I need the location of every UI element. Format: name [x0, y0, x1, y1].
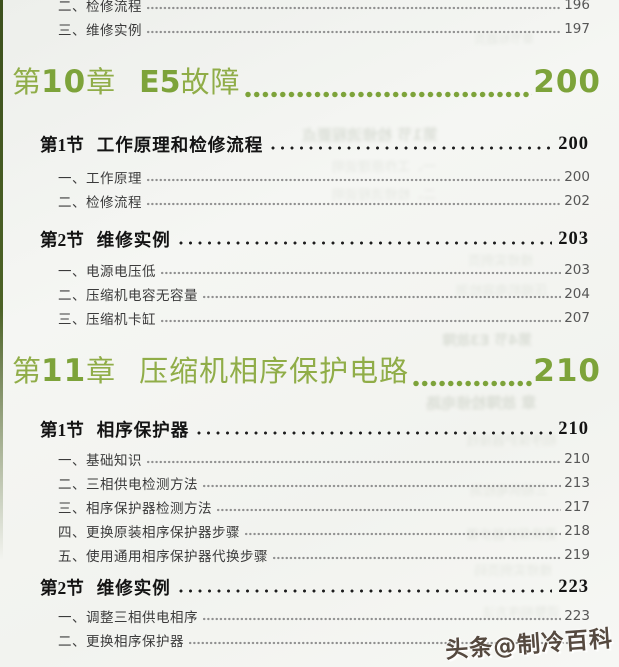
- section-title: 相序保护器: [96, 419, 190, 440]
- chapter-title: 压缩机相序保护电路: [139, 354, 410, 388]
- dot-leader: [273, 553, 562, 563]
- toc-subitem-label: 一、基础知识: [58, 453, 142, 469]
- section-page: 203: [558, 228, 589, 249]
- toc-section-row: 第2节 维修实例 203: [40, 226, 589, 252]
- dot-leader: [147, 27, 562, 37]
- toc-subitem-label: 二、压缩机电容无容量: [58, 288, 198, 304]
- toc-subitem-row: 三、相序保护器检测方法 217: [58, 495, 590, 519]
- section-label: 第1节: [40, 134, 84, 155]
- toc-subitem-page: 202: [564, 193, 590, 209]
- toc-subitem-row: 一、调整三相供电相序 223: [58, 604, 590, 628]
- dot-leader: [147, 457, 562, 467]
- toc-subitem-label: 一、调整三相供电相序: [58, 610, 198, 626]
- chapter-prefix: 第: [12, 354, 42, 388]
- toc-subitem-page: 207: [564, 310, 590, 326]
- chapter-page: 210: [533, 353, 601, 389]
- toc-subitem-page: 200: [564, 169, 590, 185]
- toc-subitem-page: 218: [564, 523, 590, 539]
- toc-subitem-label: 二、三相供电检测方法: [58, 477, 198, 493]
- toc-subitem-row: 四、更换原装相序保护器步骤 218: [58, 519, 590, 543]
- chapter-page: 200: [533, 64, 601, 100]
- dot-leader: [203, 481, 562, 491]
- chapter-title-bold: E5: [139, 65, 181, 100]
- toc-section-row: 第1节 工作原理和检修流程 200: [40, 131, 589, 157]
- dot-leader: [217, 505, 562, 515]
- toc-subitem-page: 213: [564, 475, 590, 491]
- toc-subitem-label: 三、压缩机卡缸: [58, 312, 156, 328]
- toc-subitem-page: 210: [564, 451, 590, 467]
- toc-subitem-label: 三、维修实例: [58, 23, 142, 39]
- dot-leader: [244, 90, 533, 99]
- section-title: 维修实例: [96, 577, 171, 598]
- toc-section-row: 第1节 相序保护器 210: [40, 416, 589, 442]
- chapter-suffix: 章: [86, 354, 116, 388]
- dot-leader: [178, 581, 553, 597]
- page-binding-edge: [0, 0, 3, 560]
- section-title: 维修实例: [96, 229, 171, 250]
- dot-leader: [271, 138, 553, 154]
- dot-leader: [197, 423, 553, 439]
- toc-subitem-row: 五、使用通用相序保护器代换步骤 219: [58, 543, 590, 567]
- section-label: 第2节: [40, 229, 84, 250]
- toc-subitem-page: 223: [564, 608, 590, 624]
- toc-subitem-label: 一、工作原理: [58, 171, 142, 187]
- toc-subitem-row: 二、压缩机电容无容量 204: [58, 282, 590, 306]
- toc-subitem-label: 四、更换原装相序保护器步骤: [58, 525, 240, 541]
- toc-subitem-page: 217: [564, 499, 590, 515]
- toc-subitem-row: 一、电源电压低 203: [58, 258, 590, 282]
- toc-subitem-row: 二、检修流程 196: [58, 0, 590, 17]
- toc-subitem-row: 一、基础知识 210: [58, 447, 590, 471]
- toc-subitem-row: 二、三相供电检测方法 213: [58, 471, 590, 495]
- chapter-number: 11: [41, 353, 87, 389]
- dot-leader: [161, 268, 562, 278]
- toc-chapter-row: 第 10 章 E5 故障 200: [12, 59, 601, 105]
- section-label: 第2节: [40, 577, 84, 598]
- section-page: 210: [558, 418, 589, 439]
- toc-content: 二、检修流程 196 三、维修实例 197 第 10 章 E5 故障 200 第…: [12, 0, 601, 652]
- toc-subitem-page: 197: [564, 21, 590, 37]
- chapter-title: 故障: [180, 65, 241, 99]
- toc-section-row: 第2节 维修实例 223: [40, 574, 589, 600]
- dot-leader: [245, 529, 562, 539]
- dot-leader: [147, 199, 562, 209]
- toc-subitem-page: 196: [564, 0, 590, 13]
- toc-subitem-label: 一、电源电压低: [58, 264, 156, 280]
- chapter-prefix: 第: [12, 65, 42, 99]
- dot-leader: [147, 3, 562, 13]
- toc-subitem-label: 二、检修流程: [58, 195, 142, 211]
- dot-leader: [161, 316, 562, 326]
- toc-subitem-label: 二、更换相序保护器: [58, 634, 184, 650]
- section-title: 工作原理和检修流程: [96, 134, 264, 155]
- toc-subitem-label: 三、相序保护器检测方法: [58, 501, 212, 517]
- toc-chapter-row: 第 11 章 压缩机相序保护电路 210: [12, 348, 601, 394]
- toc-subitem-row: 三、维修实例 197: [58, 17, 590, 41]
- dot-leader: [178, 233, 553, 249]
- section-page: 200: [558, 133, 589, 154]
- toc-subitem-label: 五、使用通用相序保护器代换步骤: [58, 549, 268, 565]
- toc-subitem-row: 二、检修流程 202: [58, 189, 590, 213]
- dot-leader: [189, 638, 587, 648]
- section-page: 223: [558, 576, 589, 597]
- dot-leader: [413, 379, 533, 388]
- dot-leader: [147, 175, 562, 185]
- dot-leader: [203, 292, 562, 302]
- chapter-number: 10: [41, 64, 87, 100]
- toc-subitem-row: 一、工作原理 200: [58, 165, 590, 189]
- dot-leader: [203, 614, 562, 624]
- section-label: 第1节: [40, 419, 84, 440]
- toc-subitem-page: 203: [564, 262, 590, 278]
- toc-subitem-row: 二、更换相序保护器: [58, 628, 590, 652]
- toc-subitem-page: 204: [564, 286, 590, 302]
- toc-subitem-label: 二、检修流程: [58, 0, 142, 15]
- toc-subitem-page: 219: [564, 547, 590, 563]
- chapter-suffix: 章: [86, 65, 116, 99]
- toc-subitem-row: 三、压缩机卡缸 207: [58, 306, 590, 330]
